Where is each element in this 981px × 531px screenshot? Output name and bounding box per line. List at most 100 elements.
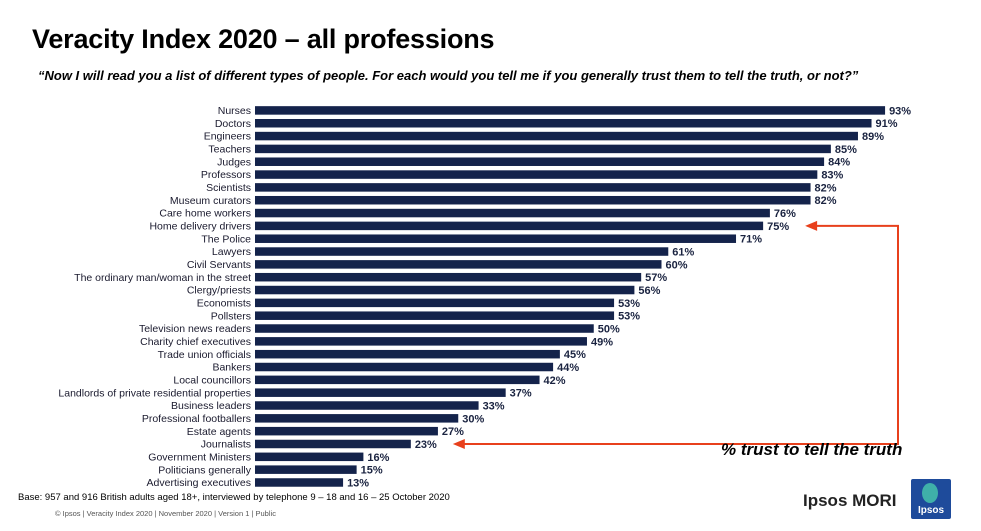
value-label: 75% xyxy=(767,221,789,233)
category-label: Civil Servants xyxy=(187,259,251,271)
logo-mark-icon xyxy=(922,483,938,503)
bar xyxy=(255,414,459,423)
arrowhead-icon xyxy=(452,438,465,449)
value-labels: 93%91%89%85%84%83%82%82%76%75%71%61%60%5… xyxy=(347,105,911,489)
category-label: Nurses xyxy=(218,105,251,117)
category-label: Engineers xyxy=(204,131,251,143)
bar xyxy=(255,452,364,462)
category-label: Estate agents xyxy=(187,426,251,438)
value-label: 44% xyxy=(557,362,579,374)
bar xyxy=(255,157,825,166)
value-label: 56% xyxy=(638,285,660,297)
value-label: 76% xyxy=(774,208,796,220)
value-label: 49% xyxy=(591,336,613,348)
bar xyxy=(255,234,737,243)
value-label: 27% xyxy=(442,426,464,438)
value-label: 61% xyxy=(672,247,694,259)
annotation-arrows xyxy=(452,220,899,449)
category-label: Care home workers xyxy=(159,208,251,220)
category-labels: NursesDoctorsEngineersTeachersJudgesProf… xyxy=(58,105,251,489)
value-label: 42% xyxy=(544,375,566,387)
bar xyxy=(255,221,764,231)
value-label: 53% xyxy=(618,311,640,323)
value-label: 15% xyxy=(361,465,383,477)
base-note: Base: 957 and 916 British adults aged 18… xyxy=(18,492,450,503)
value-label: 33% xyxy=(483,401,505,413)
category-label: Bankers xyxy=(212,362,251,374)
bar xyxy=(255,337,587,346)
bar xyxy=(255,195,811,205)
value-label: 37% xyxy=(510,388,532,400)
value-label: 85% xyxy=(835,144,857,156)
category-label: The ordinary man/woman in the street xyxy=(74,272,251,284)
bar xyxy=(255,362,554,372)
bar xyxy=(255,208,770,218)
category-label: Scientists xyxy=(206,182,251,194)
bar xyxy=(255,298,615,308)
category-label: Clergy/priests xyxy=(187,285,251,297)
category-label: Home delivery drivers xyxy=(149,220,251,232)
bar xyxy=(255,106,886,115)
category-label: Landlords of private residential propert… xyxy=(58,387,251,399)
bar xyxy=(255,311,615,320)
category-label: Economists xyxy=(197,297,251,309)
category-label: Business leaders xyxy=(171,400,251,412)
category-label: Judges xyxy=(217,156,251,168)
bar xyxy=(255,118,872,128)
bar xyxy=(255,401,479,410)
category-label: Journalists xyxy=(201,439,251,451)
bar xyxy=(255,324,594,333)
value-label: 50% xyxy=(598,324,620,336)
bar xyxy=(255,272,642,282)
bar xyxy=(255,285,635,295)
bar xyxy=(255,170,818,179)
value-label: 93% xyxy=(889,105,911,117)
category-label: Museum curators xyxy=(170,195,251,207)
category-label: Doctors xyxy=(215,118,251,130)
value-label: 53% xyxy=(618,298,640,310)
bar xyxy=(255,465,357,474)
bar xyxy=(255,144,831,154)
value-label: 89% xyxy=(862,131,884,143)
category-label: Television news readers xyxy=(139,323,251,335)
bar xyxy=(255,260,662,269)
value-label: 45% xyxy=(564,349,586,361)
category-label: Pollsters xyxy=(211,310,251,322)
value-label: 71% xyxy=(740,234,762,246)
category-label: Teachers xyxy=(208,144,251,156)
logo-text: Ipsos xyxy=(917,505,945,516)
value-label: 82% xyxy=(815,182,837,194)
category-label: The Police xyxy=(201,233,251,245)
measure-annotation: % trust to tell the truth xyxy=(721,440,903,459)
bar xyxy=(255,349,560,359)
value-label: 30% xyxy=(462,413,484,425)
category-label: Professors xyxy=(201,169,251,181)
category-label: Politicians generally xyxy=(158,464,252,476)
category-label: Advertising executives xyxy=(147,477,251,489)
value-label: 57% xyxy=(645,272,667,284)
bar xyxy=(255,439,411,449)
ipsos-logo: Ipsos xyxy=(911,479,951,519)
bar xyxy=(255,388,506,397)
value-label: 23% xyxy=(415,439,437,451)
bar xyxy=(255,478,344,487)
value-label: 13% xyxy=(347,477,369,489)
copyright-note: © Ipsos | Veracity Index 2020 | November… xyxy=(55,509,276,518)
category-label: Government Ministers xyxy=(148,451,251,463)
category-label: Charity chief executives xyxy=(140,336,251,348)
category-label: Local councillors xyxy=(173,374,251,386)
value-label: 83% xyxy=(821,170,843,182)
value-label: 82% xyxy=(815,195,837,207)
category-label: Lawyers xyxy=(212,246,251,258)
bar xyxy=(255,375,540,385)
category-label: Professional footballers xyxy=(142,413,251,425)
bar xyxy=(255,247,669,256)
value-label: 16% xyxy=(367,452,389,464)
bars xyxy=(255,106,886,487)
arrowhead-icon xyxy=(805,220,818,231)
value-label: 91% xyxy=(876,118,898,130)
bar xyxy=(255,183,811,192)
annotation-bracket xyxy=(460,224,899,445)
chart-subtitle: “Now I will read you a list of different… xyxy=(38,68,859,83)
